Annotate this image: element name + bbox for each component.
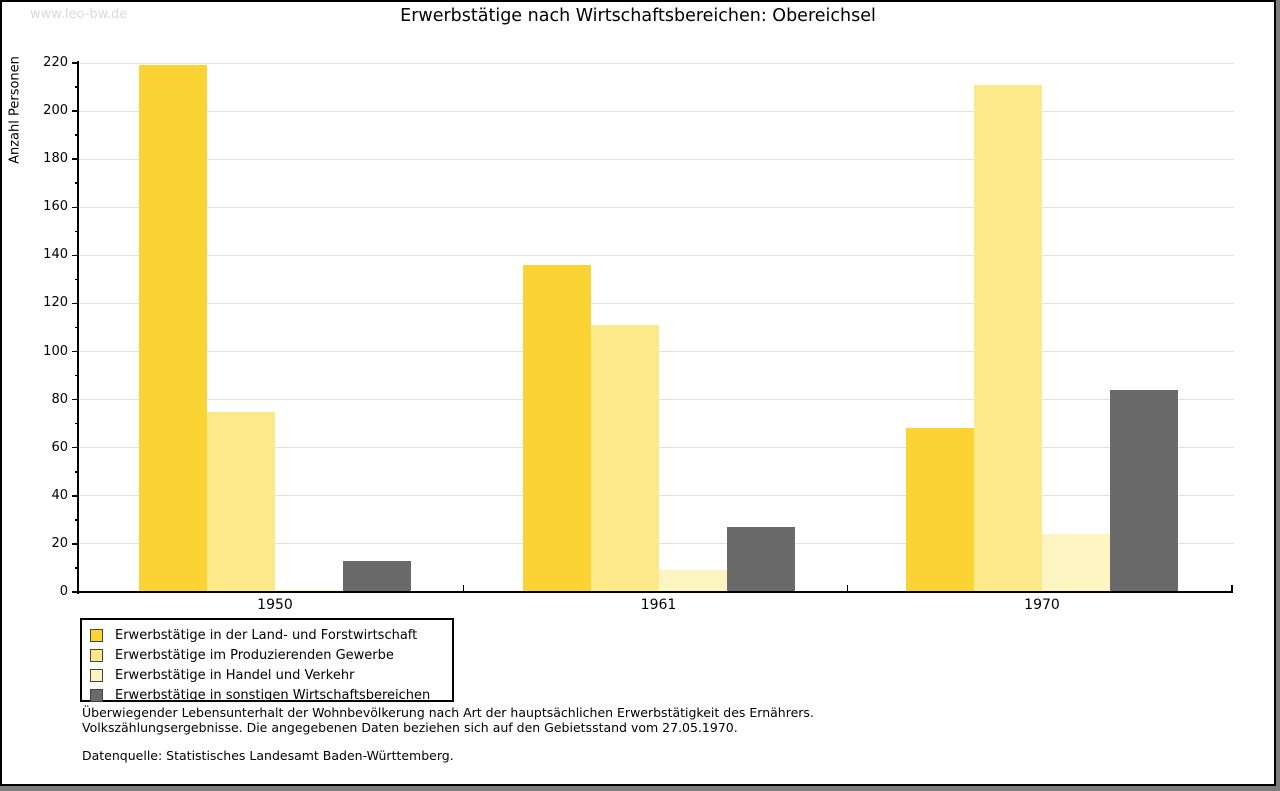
x-category-label: 1970 <box>1024 597 1060 613</box>
bar <box>590 325 659 592</box>
legend-label: Erwerbstätige im Produzierenden Gewerbe <box>115 647 394 663</box>
bar <box>726 527 795 592</box>
legend-item: Erwerbstätige im Produzierenden Gewerbe <box>90 645 452 665</box>
y-tick-label: 60 <box>51 439 68 455</box>
legend-swatch <box>90 688 103 702</box>
y-tick-label: 220 <box>43 55 68 70</box>
y-tick-label: 100 <box>43 343 68 359</box>
y-minor-tick <box>75 278 79 281</box>
bar <box>522 264 591 592</box>
y-major-tick <box>72 495 79 497</box>
y-tick-label: 160 <box>43 199 68 215</box>
bar <box>906 428 974 592</box>
y-major-tick <box>72 543 79 545</box>
y-major-tick <box>72 254 79 257</box>
y-tick-label: 0 <box>59 584 68 599</box>
y-major-tick <box>72 591 79 593</box>
y-tick-label: 20 <box>51 535 68 551</box>
gridline <box>79 110 1234 112</box>
bar <box>1042 534 1110 592</box>
footer-notes: Überwiegender Lebensunterhalt der Wohnbe… <box>82 705 814 764</box>
y-minor-tick <box>75 374 79 377</box>
legend-swatch <box>90 628 103 642</box>
x-category-label: 1950 <box>257 597 293 613</box>
y-tick-label: 40 <box>51 487 68 503</box>
legend-label: Erwerbstätige in sonstigen Wirtschaftsbe… <box>115 687 431 703</box>
legend-swatch <box>90 648 103 662</box>
gridline <box>79 206 1234 208</box>
footer-note-line1: Überwiegender Lebensunterhalt der Wohnbe… <box>82 705 814 720</box>
bar <box>974 84 1042 592</box>
gridline <box>79 302 1234 304</box>
y-major-tick <box>72 62 79 64</box>
y-minor-tick <box>75 567 79 569</box>
y-minor-tick <box>75 86 79 88</box>
legend-item: Erwerbstätige in sonstigen Wirtschaftsbe… <box>90 685 452 705</box>
y-major-tick <box>72 446 79 449</box>
y-major-tick <box>72 302 79 305</box>
y-tick-label: 200 <box>43 103 68 119</box>
legend-swatch <box>90 668 103 682</box>
x-boundary-tick <box>846 585 849 592</box>
y-tick-label: 140 <box>43 247 68 263</box>
bar <box>1110 390 1178 592</box>
watermark: www.leo-bw.de <box>30 7 128 22</box>
gridline <box>79 62 1234 64</box>
legend-item: Erwerbstätige in der Land- und Forstwirt… <box>90 625 452 645</box>
legend-label: Erwerbstätige in der Land- und Forstwirt… <box>115 627 418 643</box>
footer-source: Datenquelle: Statistisches Landesamt Bad… <box>82 748 454 763</box>
x-category-label: 1961 <box>640 597 677 613</box>
bar <box>658 570 727 592</box>
gridline <box>79 158 1234 160</box>
legend-item: Erwerbstätige in Handel und Verkehr <box>90 665 452 685</box>
x-axis-line <box>79 591 1233 593</box>
y-minor-tick <box>75 326 79 329</box>
y-minor-tick <box>75 182 79 184</box>
y-minor-tick <box>75 134 79 136</box>
y-tick-label: 180 <box>43 151 68 167</box>
y-minor-tick <box>75 471 79 473</box>
y-tick-label: 80 <box>51 391 68 407</box>
y-minor-tick <box>75 422 79 425</box>
y-tick-label: 120 <box>43 295 68 311</box>
bar <box>343 560 411 592</box>
legend-label: Erwerbstätige in Handel und Verkehr <box>115 667 355 683</box>
gridline <box>79 254 1234 256</box>
y-minor-tick <box>75 230 79 233</box>
y-major-tick <box>72 398 79 401</box>
x-boundary-tick <box>1231 585 1233 592</box>
y-major-tick <box>72 350 79 353</box>
legend: Erwerbstätige in der Land- und Forstwirt… <box>80 618 454 705</box>
y-major-tick <box>72 110 79 112</box>
chart-title: Erwerbstätige nach Wirtschaftsbereichen:… <box>400 6 876 26</box>
bar <box>207 411 275 592</box>
y-minor-tick <box>75 519 79 521</box>
bar <box>139 65 207 592</box>
bar <box>275 589 343 592</box>
footer-note-line2: Volkszählungsergebnisse. Die angegebenen… <box>82 719 738 735</box>
y-major-tick <box>72 206 79 209</box>
y-major-tick <box>72 158 79 160</box>
x-boundary-tick <box>462 585 465 592</box>
